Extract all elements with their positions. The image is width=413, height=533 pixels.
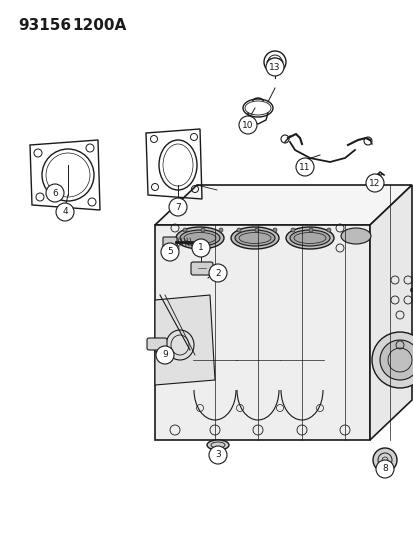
Circle shape <box>372 448 396 472</box>
Text: 3: 3 <box>215 450 221 459</box>
Text: 11: 11 <box>299 163 310 172</box>
Polygon shape <box>154 225 369 440</box>
Circle shape <box>209 446 226 464</box>
Polygon shape <box>154 295 214 385</box>
Text: 12: 12 <box>368 179 380 188</box>
Text: 1: 1 <box>198 244 203 253</box>
Ellipse shape <box>180 230 219 246</box>
Circle shape <box>183 228 187 232</box>
Circle shape <box>295 158 313 176</box>
Circle shape <box>156 346 173 364</box>
Text: 1200A: 1200A <box>72 18 126 33</box>
Ellipse shape <box>230 227 278 249</box>
FancyBboxPatch shape <box>163 237 177 247</box>
Text: 8: 8 <box>381 464 387 473</box>
Circle shape <box>326 228 330 232</box>
Circle shape <box>290 228 294 232</box>
Circle shape <box>169 198 187 216</box>
Text: 4: 4 <box>62 207 68 216</box>
Circle shape <box>266 58 283 76</box>
Circle shape <box>375 460 393 478</box>
Circle shape <box>236 228 240 232</box>
Ellipse shape <box>206 440 228 450</box>
Circle shape <box>209 264 226 282</box>
Circle shape <box>365 174 383 192</box>
Polygon shape <box>369 185 411 440</box>
Circle shape <box>254 228 259 232</box>
Text: 7: 7 <box>175 203 180 212</box>
Circle shape <box>272 228 276 232</box>
Circle shape <box>46 184 64 202</box>
Circle shape <box>201 228 204 232</box>
Circle shape <box>379 340 413 380</box>
Circle shape <box>218 228 223 232</box>
Text: 9: 9 <box>162 351 167 359</box>
Ellipse shape <box>176 227 223 249</box>
Circle shape <box>161 243 178 261</box>
FancyBboxPatch shape <box>147 338 166 350</box>
Ellipse shape <box>235 230 274 246</box>
Ellipse shape <box>340 228 370 244</box>
Circle shape <box>238 116 256 134</box>
Text: 6: 6 <box>52 189 58 198</box>
Circle shape <box>308 228 312 232</box>
Text: 13: 13 <box>268 62 280 71</box>
Circle shape <box>192 239 209 257</box>
Text: 93156: 93156 <box>18 18 71 33</box>
Text: 5: 5 <box>167 247 173 256</box>
Polygon shape <box>154 185 411 225</box>
Text: 2: 2 <box>215 269 220 278</box>
Text: 10: 10 <box>242 120 253 130</box>
Ellipse shape <box>285 227 333 249</box>
Ellipse shape <box>289 230 329 246</box>
Circle shape <box>56 203 74 221</box>
Circle shape <box>371 332 413 388</box>
FancyBboxPatch shape <box>190 262 212 275</box>
